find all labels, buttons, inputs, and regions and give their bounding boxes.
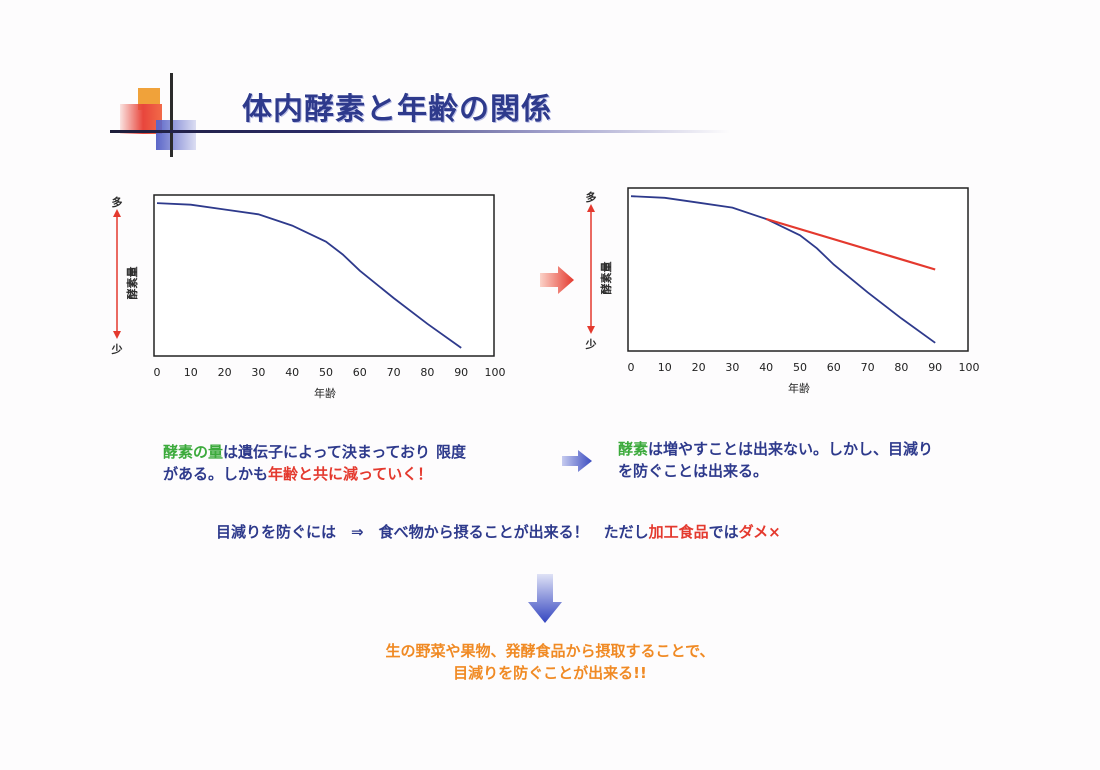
x-tick-label: 10 [184, 366, 198, 379]
x-tick-label: 60 [353, 366, 367, 379]
series-line-natural-decline [156, 202, 462, 349]
y-bottom-label: 少 [111, 342, 123, 356]
x-tick-label: 90 [454, 366, 468, 379]
left-explanation-line-1: 酵素の量は遺伝子によって決まっており 限度 [163, 443, 467, 461]
x-tick-label: 20 [218, 366, 232, 379]
x-tick-label: 10 [658, 361, 672, 374]
plot-frame [153, 194, 495, 357]
conclusion-line-2: 目減りを防ぐことが出来る!! [453, 664, 647, 682]
x-tick-label: 0 [154, 366, 161, 379]
right-explanation: 酵素は増やすことは出来ない。しかし、目減り を防ぐことは出来る。 [618, 438, 998, 482]
left-explanation-line-2: がある。しかも年齢と共に減っていく！ [163, 465, 433, 483]
x-tick-label: 50 [319, 366, 333, 379]
series-line-natural-decline [630, 195, 936, 344]
x-tick-label: 30 [725, 361, 739, 374]
series-line-with-intake [765, 217, 936, 271]
title-deco-red-square [120, 104, 162, 134]
x-tick-label: 40 [759, 361, 773, 374]
x-tick-label: 40 [285, 366, 299, 379]
x-tick-label: 80 [420, 366, 434, 379]
y-axis-arrow-head-down [113, 331, 121, 339]
y-axis-label: 酵素量 [125, 267, 139, 300]
conclusion-line-1: 生の野菜や果物、発酵食品から摂取することで、 [385, 642, 715, 660]
y-axis-arrow-head-up [587, 204, 595, 212]
y-top-label: 多 [112, 195, 123, 209]
x-axis-label: 年齢 [314, 386, 336, 400]
title-deco-vertical-line [170, 73, 173, 157]
x-axis-label: 年齢 [788, 381, 810, 395]
y-top-label: 多 [586, 190, 597, 204]
arrow-right-small-icon [562, 450, 592, 472]
conclusion: 生の野菜や果物、発酵食品から摂取することで、 目減りを防ぐことが出来る!! [300, 640, 800, 684]
y-axis-label: 酵素量 [599, 262, 613, 295]
x-tick-label: 100 [485, 366, 506, 379]
y-bottom-label: 少 [585, 337, 597, 351]
x-tick-label: 70 [861, 361, 875, 374]
left-explanation: 酵素の量は遺伝子によって決まっており 限度 がある。しかも年齢と共に減っていく！ [163, 441, 543, 485]
title-underline [110, 130, 730, 133]
y-axis-arrow-head-up [113, 209, 121, 217]
middle-statement: 目減りを防ぐには ⇒ 食べ物から摂ることが出来る！ ただし加工食品ではダメ× [216, 523, 781, 541]
x-tick-label: 20 [692, 361, 706, 374]
x-tick-label: 30 [251, 366, 265, 379]
x-tick-label: 0 [628, 361, 635, 374]
right-explanation-line-2: を防ぐことは出来る。 [618, 462, 769, 480]
plot-frame [627, 187, 969, 352]
x-tick-label: 50 [793, 361, 807, 374]
arrow-right-icon [540, 266, 574, 294]
arrow-down-icon [528, 574, 562, 623]
right-explanation-line-1: 酵素は増やすことは出来ない。しかし、目減り [618, 440, 934, 458]
title-deco-blue-square [156, 120, 196, 150]
x-tick-label: 80 [894, 361, 908, 374]
page-title: 体内酵素と年齢の関係 [242, 92, 552, 127]
x-tick-label: 90 [928, 361, 942, 374]
x-tick-label: 70 [387, 366, 401, 379]
chart-enzyme-age-left: 多 少 酵素量 0 10 20 30 40 50 60 70 80 90 100 年齢 [111, 194, 506, 400]
chart-enzyme-age-right: 多 少 酵素量 0 10 20 30 40 50 60 70 80 90 100 年齢 [585, 187, 980, 395]
y-axis-arrow-head-down [587, 326, 595, 334]
x-tick-label: 100 [959, 361, 980, 374]
x-tick-label: 60 [827, 361, 841, 374]
